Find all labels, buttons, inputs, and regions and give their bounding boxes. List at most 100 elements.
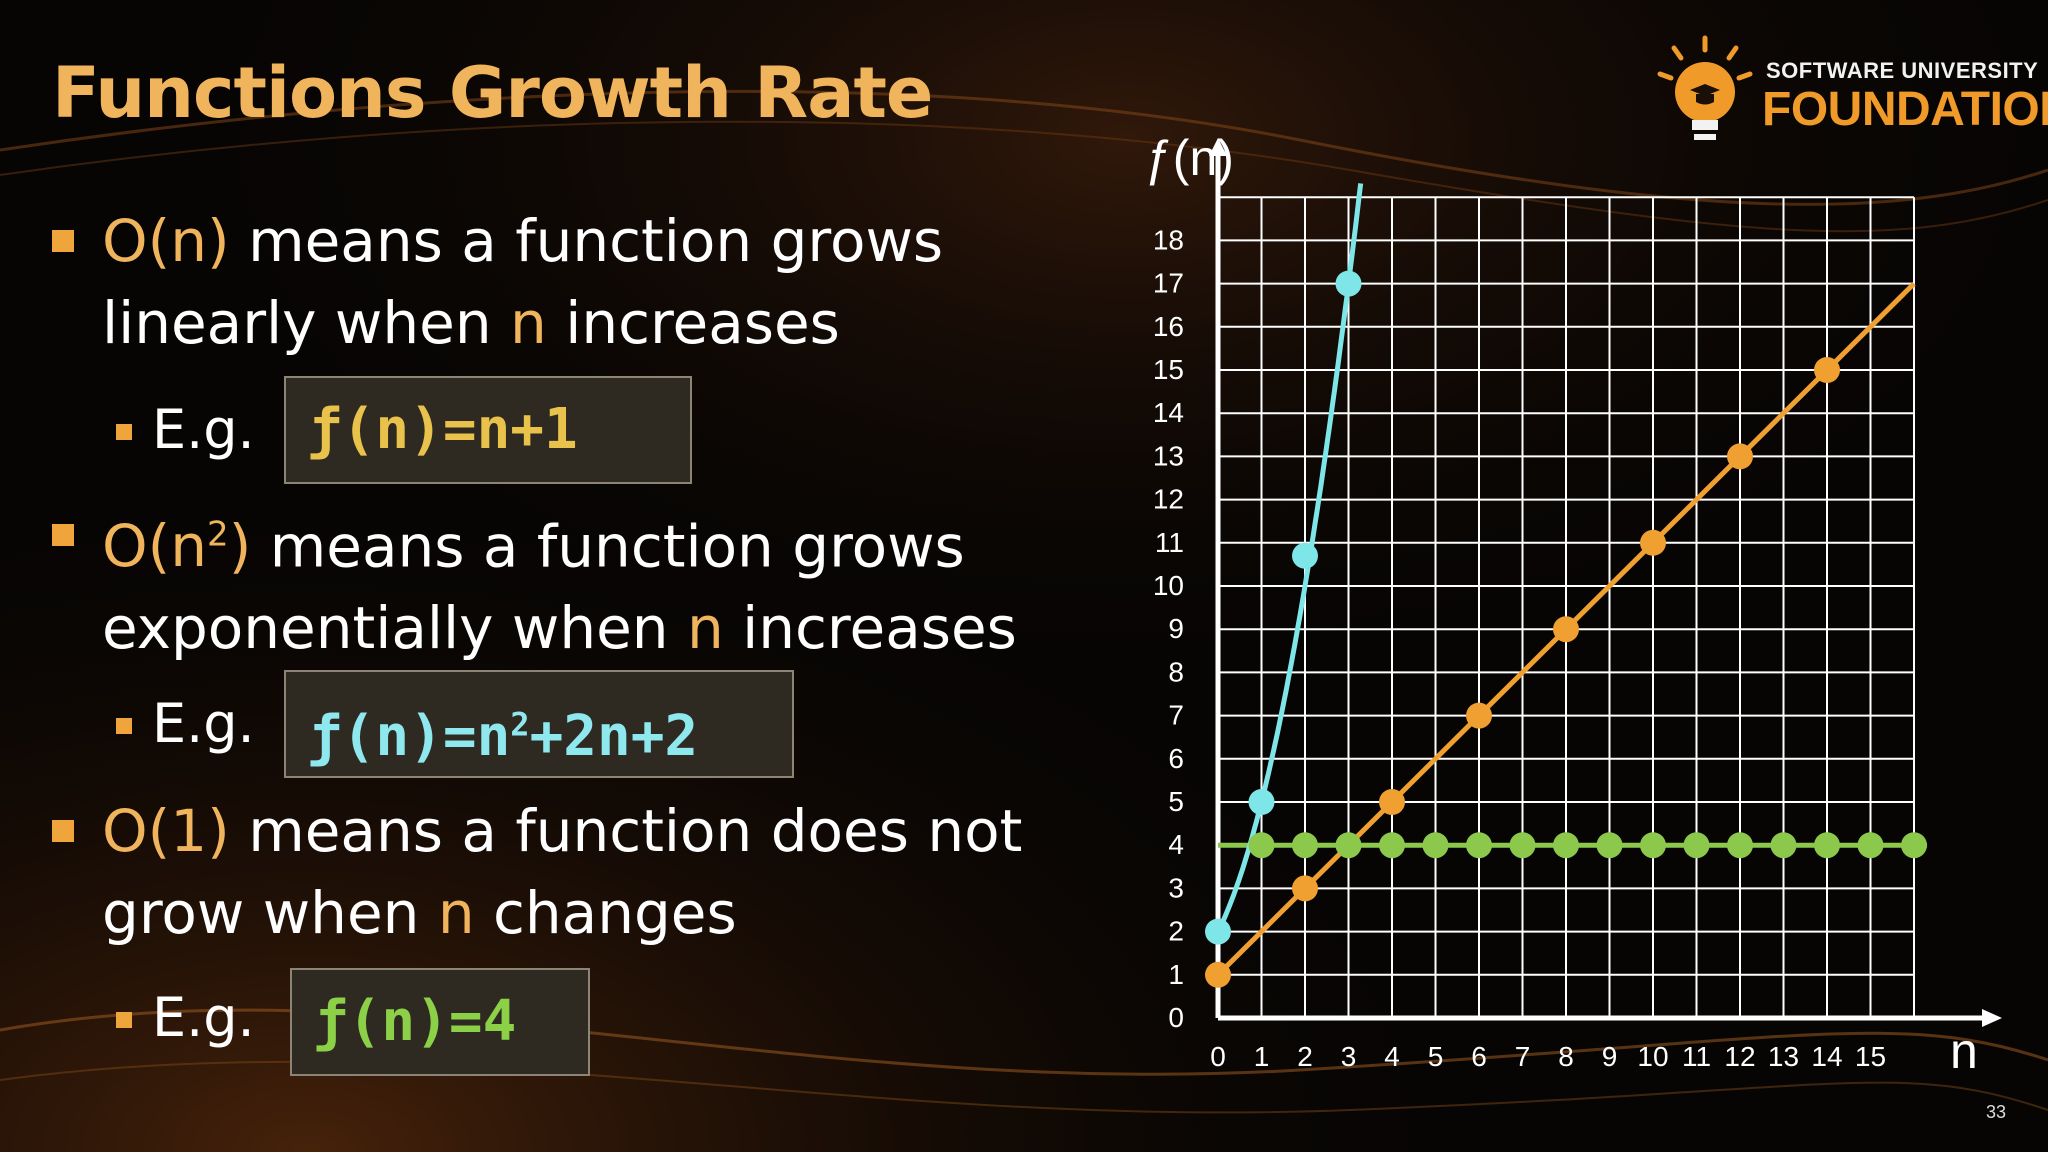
example-label: E.g.: [152, 692, 255, 755]
constant-data-point: [1857, 832, 1884, 859]
y-tick-label: 5: [1168, 786, 1184, 817]
x-tick-label: 2: [1297, 1041, 1313, 1072]
linear-data-point: [1814, 357, 1840, 383]
quadratic-data-point: [1248, 789, 1275, 815]
bullet-linear: O(n) means a function grows linearly whe…: [52, 200, 1052, 370]
y-tick-label: 4: [1168, 829, 1184, 860]
x-tick-label: 10: [1637, 1041, 1668, 1072]
bullet-text-line2: exponentially when: [102, 594, 687, 663]
quadratic-data-point: [1292, 542, 1318, 569]
y-tick-label: 0: [1168, 1002, 1184, 1033]
y-axis-label: ƒ(n): [1145, 130, 1234, 186]
code-text: ƒ(n)=4: [314, 989, 517, 1054]
constant-data-point: [1292, 832, 1318, 859]
code-example-constant: ƒ(n)=4: [290, 968, 590, 1076]
quadratic-data-point: [1335, 270, 1362, 297]
bullet-text: means a function grows: [251, 512, 965, 581]
bullet-n-highlight: n: [510, 289, 547, 357]
bullet-constant: O(1) means a function does not grow when…: [52, 790, 1052, 960]
linear-data-point: [1379, 789, 1405, 815]
bullet-text: means a function does not: [229, 797, 1023, 865]
x-tick-label: 11: [1682, 1041, 1711, 1072]
bullet-text: means a function grows: [229, 207, 944, 275]
y-tick-label: 11: [1155, 527, 1184, 558]
x-axis-label: n: [1950, 1023, 1978, 1079]
x-tick-label: 8: [1558, 1041, 1574, 1072]
slide-title: Functions Growth Rate: [52, 52, 933, 134]
code-example-quadratic: ƒ(n)=n2+2n+2: [284, 670, 794, 778]
y-tick-label: 2: [1168, 916, 1184, 947]
code-text: ƒ(n)=n+1: [308, 397, 578, 462]
x-tick-label: 4: [1384, 1041, 1400, 1072]
x-tick-label: 6: [1471, 1041, 1487, 1072]
constant-data-point: [1553, 832, 1579, 859]
linear-data-point: [1466, 702, 1492, 729]
bullet-highlight: O(n): [102, 207, 230, 275]
bullet-text-line2-end: increases: [546, 289, 840, 357]
bullet-square-icon: [52, 820, 74, 842]
constant-data-point: [1422, 832, 1449, 859]
constant-data-point: [1466, 832, 1492, 859]
linear-data-point: [1292, 875, 1318, 902]
bullet-highlight: O(1): [102, 797, 230, 865]
sub-bullet-square-icon: [116, 424, 132, 440]
lightbulb-logo-icon: [1657, 35, 1753, 140]
y-tick-label: 17: [1153, 268, 1184, 299]
sub-bullet-square-icon: [116, 1012, 132, 1028]
linear-data-point: [1640, 529, 1666, 556]
y-tick-label: 7: [1168, 700, 1184, 731]
sub-bullet-square-icon: [116, 718, 132, 734]
linear-data-point: [1553, 616, 1579, 643]
logo-text-top: SOFTWARE UNIVERSITY: [1766, 58, 2039, 83]
x-tick-label: 15: [1855, 1041, 1886, 1072]
bullet-text-line2-end: changes: [474, 879, 737, 947]
y-tick-label: 3: [1168, 872, 1184, 903]
y-tick-label: 13: [1153, 440, 1184, 471]
x-tick-label: 9: [1602, 1041, 1618, 1072]
y-tick-label: 1: [1168, 959, 1184, 990]
bullet-text-line2: linearly when: [102, 289, 511, 357]
quadratic-data-point: [1205, 918, 1231, 945]
linear-data-point: [1205, 961, 1231, 988]
y-tick-label: 14: [1153, 397, 1184, 428]
constant-data-point: [1814, 832, 1840, 859]
x-tick-label: 5: [1428, 1041, 1444, 1072]
code-example-linear: ƒ(n)=n+1: [284, 376, 692, 484]
bullet-highlight: O(n2): [102, 512, 252, 581]
bullet-n-highlight: n: [437, 879, 475, 947]
x-tick-label: 13: [1768, 1041, 1799, 1072]
constant-data-point: [1770, 832, 1797, 859]
y-tick-label: 15: [1153, 354, 1184, 385]
x-tick-label: 7: [1515, 1041, 1531, 1072]
bullet-n-highlight: n: [686, 594, 724, 663]
bullet-square-icon: [52, 230, 74, 252]
code-text: ƒ(n)=n2+2n+2: [308, 703, 699, 769]
x-tick-label: 1: [1254, 1041, 1270, 1072]
y-tick-label: 16: [1153, 311, 1184, 342]
y-tick-label: 9: [1168, 613, 1184, 644]
constant-data-point: [1640, 832, 1666, 859]
y-tick-label: 8: [1168, 656, 1184, 687]
constant-data-point: [1901, 832, 1927, 859]
example-label: E.g.: [152, 986, 255, 1049]
bullet-text-line2: grow when: [102, 879, 438, 947]
constant-data-point: [1596, 832, 1623, 859]
x-axis-arrow-icon: [1982, 1009, 2002, 1027]
y-tick-label: 6: [1168, 743, 1184, 774]
x-tick-label: 3: [1341, 1041, 1357, 1072]
constant-data-point: [1509, 832, 1536, 859]
constant-data-point: [1248, 832, 1275, 859]
page-number: 33: [1986, 1102, 2007, 1122]
constant-data-point: [1727, 832, 1753, 859]
x-tick-label: 12: [1724, 1041, 1755, 1072]
example-label: E.g.: [152, 398, 255, 461]
constant-data-point: [1683, 832, 1710, 859]
quadratic-series-line: [1215, 183, 1364, 933]
constant-data-point: [1379, 832, 1405, 859]
bullet-text-line2-end: increases: [723, 594, 1017, 663]
logo-text-bottom: FOUNDATION: [1762, 83, 2048, 136]
bullet-quadratic: O(n2) means a function grows exponential…: [52, 494, 1052, 664]
software-university-logo: SOFTWARE UNIVERSITY FOUNDATION: [1650, 34, 2048, 159]
